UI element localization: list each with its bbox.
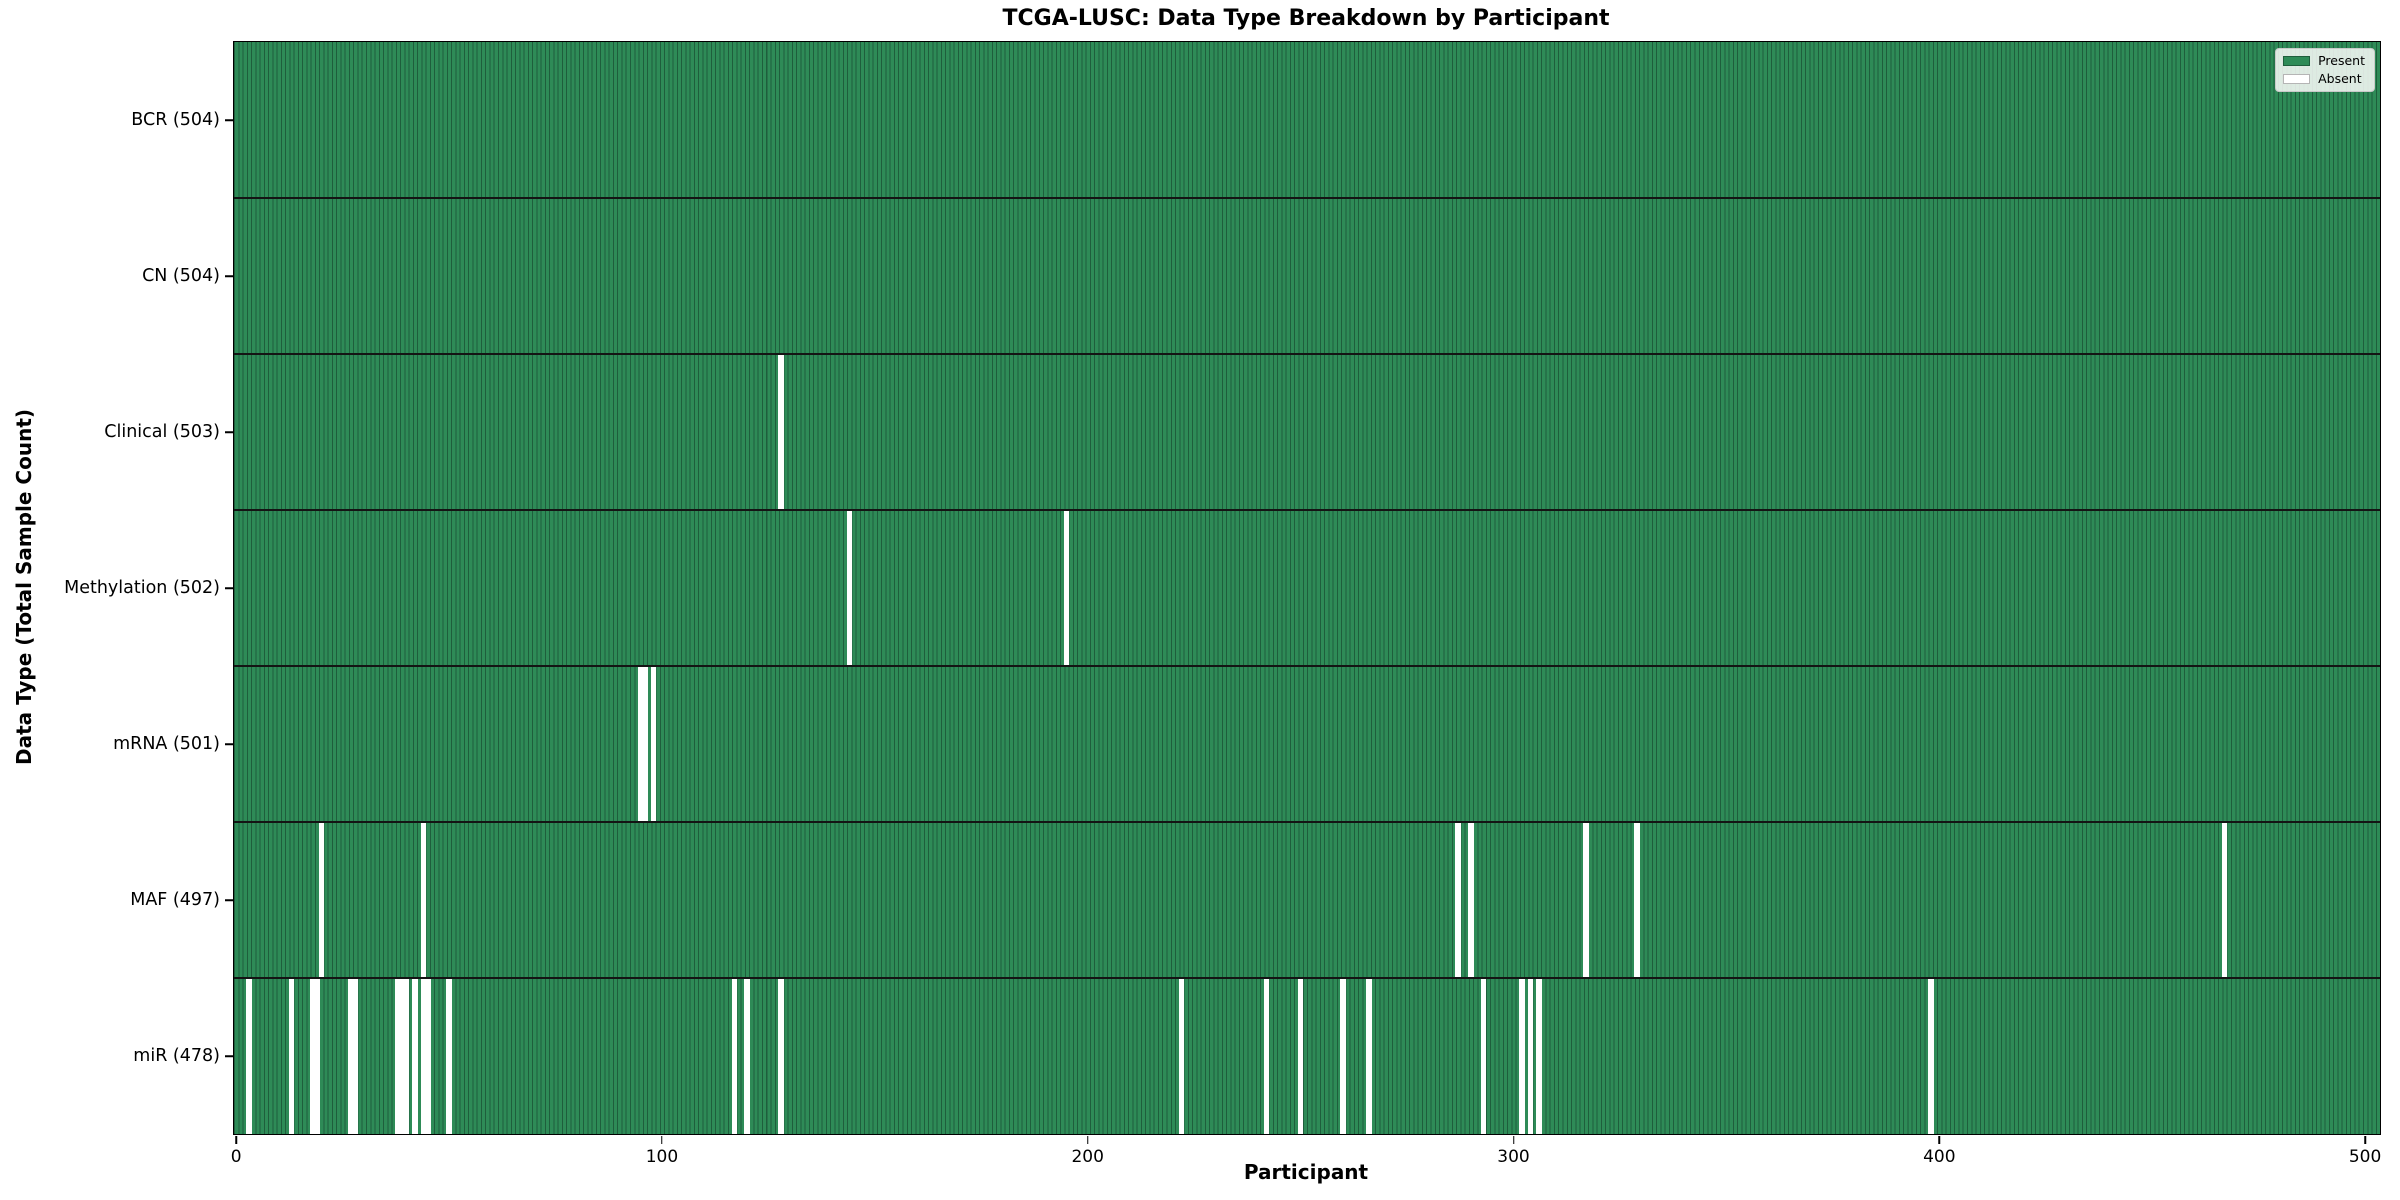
- absent-gap: [395, 978, 401, 1134]
- absent-gap: [1340, 978, 1346, 1134]
- absent-gap: [1468, 822, 1474, 978]
- absent-gap: [352, 978, 359, 1134]
- legend-absent-swatch-icon: [2283, 73, 2311, 84]
- absent-gap: [288, 978, 295, 1134]
- row-separator: [234, 352, 2380, 355]
- legend: Present Absent: [2275, 48, 2375, 92]
- heatmap-row-methylation: [234, 510, 2380, 666]
- absent-gap: [2221, 822, 2228, 978]
- y-tick-mark: [224, 275, 233, 277]
- row-separator: [234, 196, 2380, 199]
- absent-gap: [1527, 978, 1534, 1134]
- absent-gap: [310, 978, 316, 1134]
- absent-gap: [314, 978, 320, 1134]
- y-tick-mark: [224, 587, 233, 589]
- y-tick-label: BCR (504): [131, 110, 220, 130]
- absent-gap: [1366, 978, 1372, 1134]
- legend-label: Absent: [2318, 70, 2362, 86]
- y-tick-label: Methylation (502): [64, 578, 220, 598]
- x-tick-label: 200: [1071, 1147, 1104, 1167]
- absent-gap: [420, 978, 427, 1134]
- row-separator: [234, 664, 2380, 667]
- absent-gap: [246, 978, 252, 1134]
- heatmap-row-maf: [234, 822, 2380, 978]
- absent-gap: [731, 978, 738, 1134]
- x-tick-mark: [1938, 1135, 1941, 1144]
- heatmap-row-mrna: [234, 666, 2380, 822]
- y-tick-mark: [224, 1055, 233, 1057]
- y-tick-mark: [224, 119, 233, 121]
- y-tick-label: MAF (497): [130, 890, 220, 910]
- legend-item-absent: Absent: [2283, 70, 2365, 86]
- absent-gap: [1063, 510, 1070, 666]
- absent-gap: [318, 822, 325, 978]
- y-tick-label: CN (504): [142, 266, 220, 286]
- absent-gap: [1928, 978, 1934, 1134]
- x-tick-mark: [2364, 1135, 2366, 1144]
- legend-present-swatch-icon: [2283, 56, 2311, 67]
- absent-gap: [744, 978, 750, 1134]
- absent-gap: [420, 822, 427, 978]
- absent-gap: [1480, 978, 1487, 1134]
- absent-gap: [1297, 978, 1304, 1134]
- legend-label: Present: [2318, 53, 2365, 68]
- heatmap-row-clinical: [234, 354, 2380, 510]
- absent-gap: [1178, 978, 1185, 1134]
- x-tick-label: 500: [2348, 1147, 2382, 1167]
- absent-gap: [425, 978, 431, 1134]
- absent-gap: [1634, 822, 1640, 978]
- absent-gap: [1536, 978, 1542, 1134]
- row-separator: [234, 509, 2380, 511]
- y-tick-mark: [224, 899, 233, 901]
- absent-gap: [642, 666, 648, 822]
- x-tick-mark: [661, 1135, 663, 1144]
- absent-gap: [1455, 822, 1461, 978]
- absent-gap: [846, 510, 853, 666]
- y-tick-label: mRNA (501): [113, 734, 220, 754]
- absent-gap: [650, 666, 657, 822]
- row-separator: [234, 977, 2380, 979]
- heatmap-row-cn: [234, 198, 2380, 354]
- y-tick-label: Clinical (503): [104, 422, 220, 442]
- y-axis-label: Data Type (Total Sample Count): [12, 408, 36, 766]
- legend-item-present: Present: [2283, 53, 2365, 68]
- absent-gap: [778, 978, 784, 1134]
- absent-gap: [1519, 978, 1525, 1134]
- x-tick-label: 100: [645, 1147, 679, 1167]
- row-separator: [234, 821, 2380, 823]
- y-tick-label: miR (478): [133, 1046, 220, 1066]
- absent-gap: [446, 978, 452, 1134]
- plot-area: Present Absent BCR (504) CN (504) Clinical …: [64, 41, 2381, 1167]
- absent-gap: [778, 354, 784, 510]
- heatmap-row-bcr: [234, 42, 2380, 198]
- x-axis-label: Participant: [1243, 1160, 1369, 1184]
- absent-gap: [1263, 978, 1270, 1134]
- x-tick-mark: [235, 1135, 237, 1144]
- absent-gap: [399, 978, 405, 1134]
- x-tick-label: 300: [1497, 1147, 1530, 1167]
- chart-title: TCGA-LUSC: Data Type Breakdown by Partic…: [1002, 6, 1610, 31]
- x-tick-label: 0: [230, 1147, 242, 1167]
- absent-gap: [403, 978, 410, 1134]
- absent-gap: [637, 666, 644, 822]
- absent-gap: [412, 978, 418, 1134]
- x-tick-mark: [1512, 1135, 1515, 1144]
- absent-gap: [348, 978, 354, 1134]
- x-tick-label: 400: [1923, 1147, 1956, 1167]
- y-tick-mark: [224, 431, 233, 433]
- heatmap-row-mir: [234, 978, 2380, 1134]
- absent-gap: [1583, 822, 1589, 978]
- x-tick-mark: [1086, 1135, 1089, 1144]
- y-tick-mark: [224, 743, 233, 745]
